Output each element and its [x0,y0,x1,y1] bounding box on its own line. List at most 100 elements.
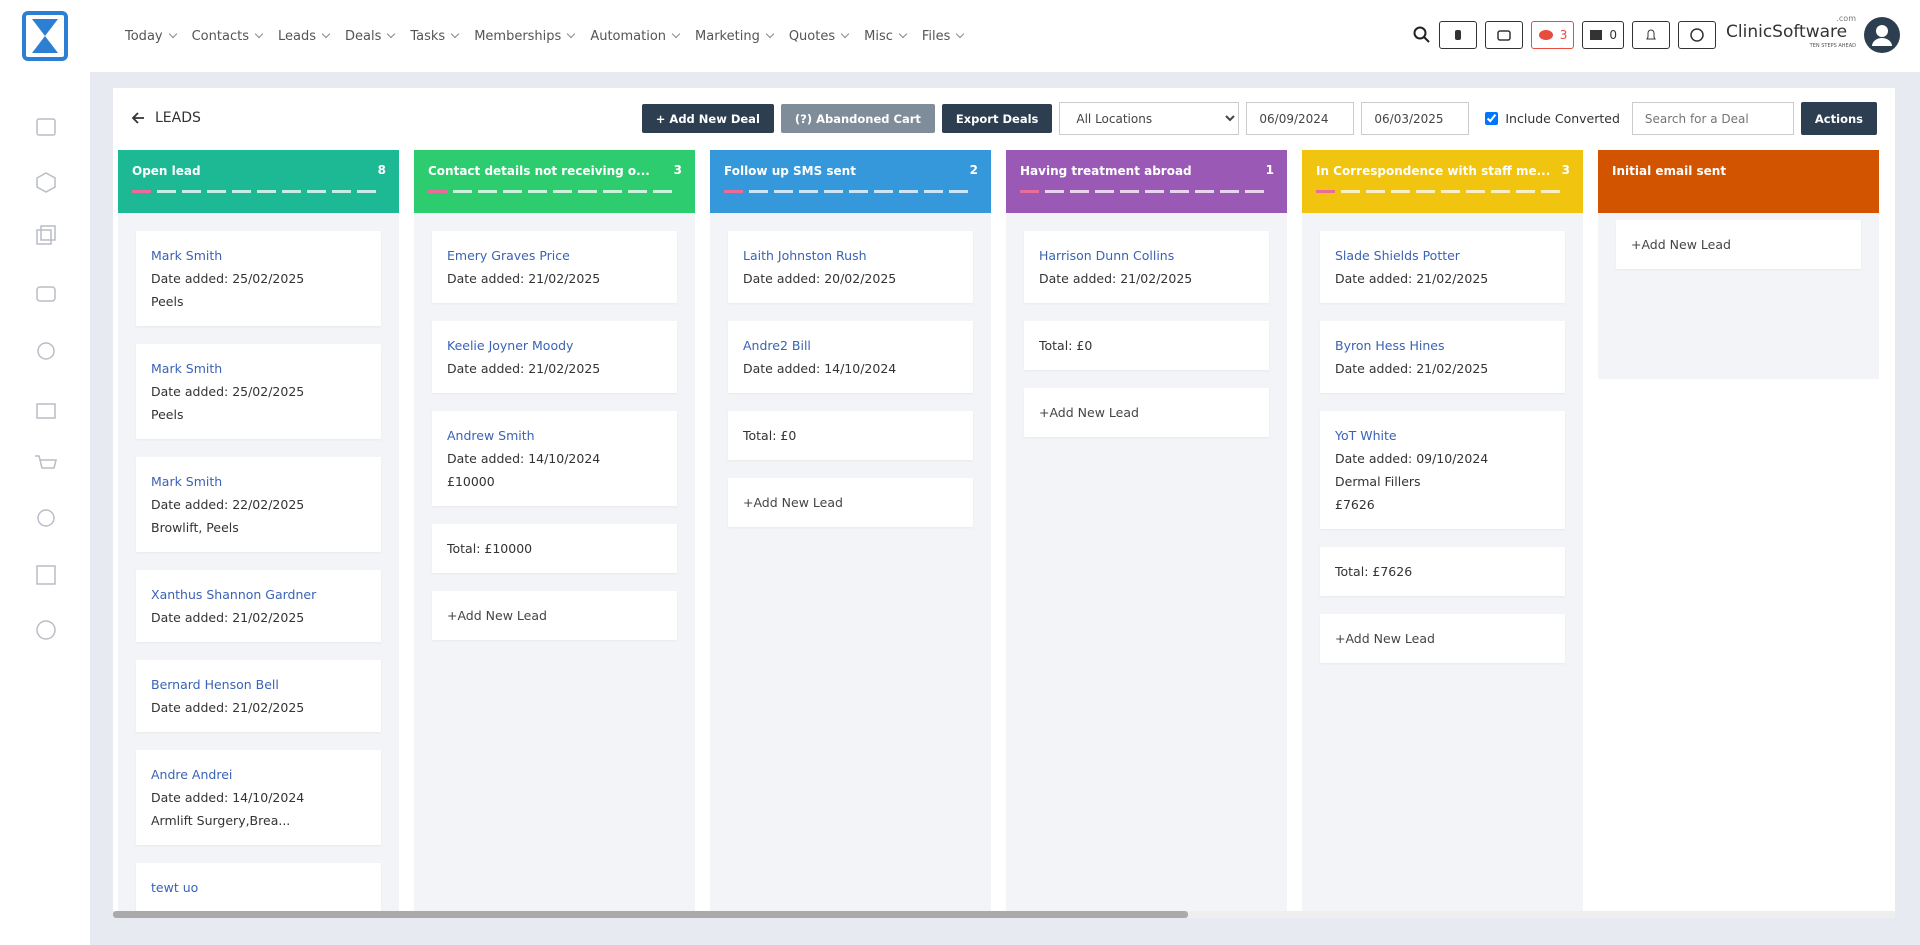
phone-button[interactable] [1438,21,1477,49]
location-select[interactable]: All Locations [1059,102,1240,135]
user-avatar[interactable] [1864,17,1900,53]
nav-item[interactable]: Contacts [192,29,262,44]
dash [924,190,943,193]
lead-name[interactable]: tewt uo [151,880,199,895]
dash [899,190,918,193]
brand-tagline: TEN STEPS AHEAD [1809,43,1856,49]
lead-name[interactable]: Emery Graves Price [447,248,570,263]
dash [1516,190,1535,193]
messages-button[interactable]: 3 [1530,21,1575,49]
lead-name[interactable]: Andre2 Bill [743,338,811,353]
dash [774,190,793,193]
store-count: 0 [1609,28,1617,42]
nav-item[interactable]: Misc [864,29,906,44]
lead-card[interactable]: Andre Andrei Date added: 14/10/2024 Armlif… [136,750,381,845]
lead-name[interactable]: Harrison Dunn Collins [1039,248,1175,263]
back-arrow[interactable] [131,111,145,125]
inbox-button[interactable] [1484,21,1523,49]
leads-panel: LEADS + Add New Deal (?) Abandoned Cart … [113,88,1895,918]
add-deal-button[interactable]: + Add New Deal [641,104,774,133]
toolbar: LEADS + Add New Deal (?) Abandoned Cart … [113,88,1895,148]
column-total: Total: £0 [728,411,973,460]
include-converted-checkbox[interactable] [1485,112,1499,125]
actions-button[interactable]: Actions [1800,102,1877,135]
progress-dashes [1020,190,1273,193]
column-name: Open lead [132,164,201,178]
dash [428,190,447,193]
help-button[interactable] [1678,21,1716,49]
column: In Correspondence with staff me... 3 Slade… [1302,150,1583,918]
nav-item[interactable]: Deals [345,29,394,44]
lead-name[interactable]: Mark Smith [151,474,223,489]
kanban-board: Open lead 8 Mark Smith Date added: 25/02/20… [118,150,1879,918]
notifications-button[interactable] [1632,21,1670,49]
nav-item[interactable]: Tasks [410,29,458,44]
scrollbar-thumb[interactable] [113,911,1188,918]
lead-detail: Dermal Fillers [1335,474,1421,489]
date-to[interactable]: 06/03/2025 [1361,102,1470,135]
lead-date: Date added: 21/02/2025 [447,361,601,376]
nav-item[interactable]: Automation [590,29,679,44]
add-lead[interactable]: +Add New Lead [1320,614,1565,663]
add-lead[interactable]: +Add New Lead [432,591,677,640]
lead-card[interactable]: Bernard Henson Bell Date added: 21/02/202… [136,660,381,732]
nav-item[interactable]: Today [125,29,176,44]
column-header: Follow up SMS sent 2 [710,150,991,213]
column-name: Having treatment abroad [1020,164,1192,178]
lead-detail: Browlift, Peels [151,520,239,535]
lead-name[interactable]: Bernard Henson Bell [151,677,279,692]
lead-card[interactable]: Slade Shields Potter Date added: 21/02/20… [1320,231,1565,303]
lead-name[interactable]: Keelie Joyner Moody [447,338,574,353]
brand: ClinicSoftware .com TEN STEPS AHEAD [1726,14,1856,50]
nav-item[interactable]: Memberships [474,29,574,44]
dash [1245,190,1264,193]
abandoned-cart-button[interactable]: (?) Abandoned Cart [780,104,935,133]
dash [874,190,893,193]
search-input[interactable] [1631,102,1794,135]
lead-card[interactable]: Mark Smith Date added: 25/02/2025 Peels [136,344,381,439]
lead-card[interactable]: Emery Graves Price Date added: 21/02/2025 [432,231,677,303]
nav-item[interactable]: Quotes [789,29,848,44]
dash [553,190,572,193]
lead-name[interactable]: Laith Johnston Rush [743,248,867,263]
dash [1020,190,1039,193]
nav-item[interactable]: Marketing [695,29,773,44]
lead-card[interactable]: Mark Smith Date added: 25/02/2025 Peels [136,231,381,326]
nav-item[interactable]: Leads [278,29,329,44]
lead-name[interactable]: Andre Andrei [151,767,233,782]
main-nav: Today Contacts Leads Deals Tasks Memberships A… [125,29,979,44]
lead-card[interactable]: tewt uo [136,863,381,912]
lead-card[interactable]: Andre2 Bill Date added: 14/10/2024 [728,321,973,393]
search-icon[interactable] [1413,26,1431,44]
store-button[interactable]: 0 [1582,21,1624,49]
lead-name[interactable]: Slade Shields Potter [1335,248,1460,263]
lead-card[interactable]: Mark Smith Date added: 22/02/2025 Browlift… [136,457,381,552]
lead-card[interactable]: Laith Johnston Rush Date added: 20/02/202… [728,231,973,303]
lead-card[interactable]: Harrison Dunn Collins Date added: 21/02/2… [1024,231,1269,303]
brand-tld: .com [1836,14,1856,23]
add-lead[interactable]: +Add New Lead [1024,388,1269,437]
add-lead[interactable]: +Add New Lead [1616,220,1861,269]
lead-card[interactable]: YoT White Date added: 09/10/2024 Dermal Fi… [1320,411,1565,529]
lead-card[interactable]: Xanthus Shannon Gardner Date added: 21/02… [136,570,381,642]
page-title: LEADS [155,110,201,126]
lead-detail: £7626 [1335,497,1375,512]
lead-name[interactable]: Byron Hess Hines [1335,338,1445,353]
column-header: Contact details not receiving o... 3 [414,150,695,213]
date-from[interactable]: 06/09/2024 [1246,102,1355,135]
lead-name[interactable]: Xanthus Shannon Gardner [151,587,317,602]
lead-card[interactable]: Andrew Smith Date added: 14/10/2024 £10000 [432,411,677,506]
add-lead[interactable]: +Add New Lead [728,478,973,527]
include-converted[interactable]: Include Converted [1481,109,1620,128]
lead-name[interactable]: Andrew Smith [447,428,535,443]
lead-card[interactable]: Keelie Joyner Moody Date added: 21/02/202… [432,321,677,393]
dash [453,190,472,193]
export-button[interactable]: Export Deals [941,104,1053,133]
lead-card[interactable]: Byron Hess Hines Date added: 21/02/2025 [1320,321,1565,393]
store-icon [1590,30,1603,40]
lead-name[interactable]: Mark Smith [151,248,223,263]
lead-name[interactable]: YoT White [1335,428,1397,443]
nav-item[interactable]: Files [922,29,964,44]
lead-name[interactable]: Mark Smith [151,361,223,376]
